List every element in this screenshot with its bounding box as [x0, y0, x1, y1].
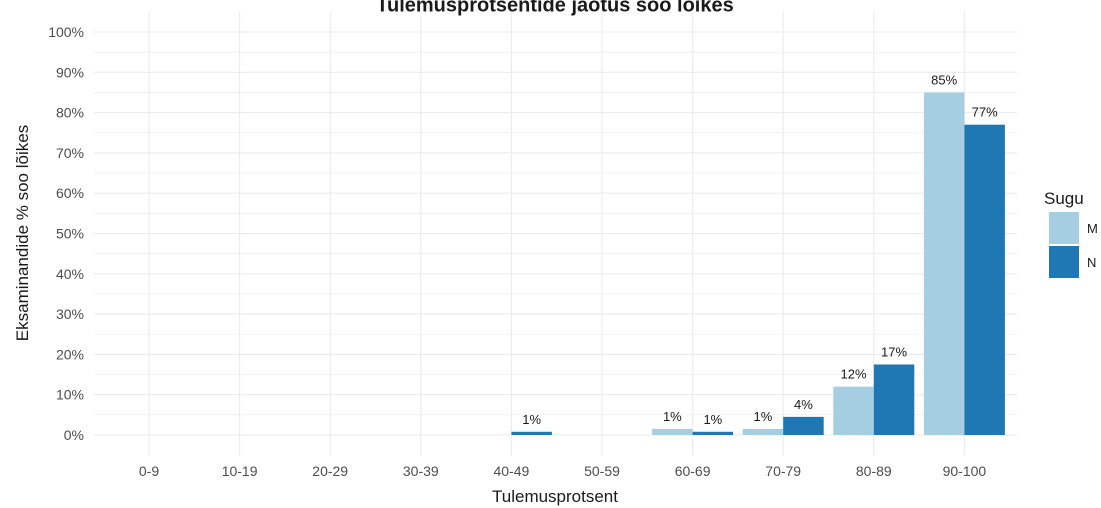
y-tick-label: 90%	[56, 64, 84, 80]
grid	[94, 12, 1017, 456]
x-tick-label: 40-49	[493, 463, 529, 479]
legend-items: MN	[1049, 212, 1098, 278]
y-tick-label: 40%	[56, 266, 84, 282]
x-tick-label: 30-39	[403, 463, 439, 479]
bars	[511, 92, 1005, 435]
legend-label-N: N	[1087, 255, 1096, 270]
y-tick-label: 20%	[56, 346, 84, 362]
data-label: 4%	[794, 397, 813, 412]
data-label: 77%	[972, 105, 998, 120]
y-tick-label: 10%	[56, 387, 84, 403]
data-label: 17%	[881, 344, 907, 359]
bar-M-90-100	[923, 92, 965, 435]
x-axis-title: Tulemusprotsent	[492, 487, 618, 506]
legend-key-N	[1049, 246, 1079, 278]
data-labels: 1% 1% 12% 85% 1% 1% 4% 17% 77%	[522, 72, 998, 426]
y-axis-title: Eksaminandide % soo lõikes	[13, 125, 32, 341]
legend: Sugu MN	[1044, 189, 1098, 278]
y-tick-label: 80%	[56, 105, 84, 121]
data-label: 12%	[841, 367, 867, 382]
y-tick-label: 60%	[56, 185, 84, 201]
legend-key-M	[1049, 212, 1079, 244]
bar-M-70-79	[742, 428, 784, 435]
bar-N-90-100	[964, 124, 1005, 435]
bar-M-80-89	[833, 386, 874, 435]
data-label: 1%	[703, 412, 722, 427]
data-label: 85%	[931, 72, 957, 87]
data-label: 1%	[754, 409, 773, 424]
x-tick-label: 20-29	[312, 463, 348, 479]
chart-title: Tulemusprotsentide jaotus soo lõikes	[376, 0, 733, 17]
y-tick-label: 50%	[56, 226, 84, 242]
x-tick-label: 10-19	[222, 463, 258, 479]
legend-label-M: M	[1087, 221, 1098, 236]
y-tick-label: 70%	[56, 145, 84, 161]
bar-N-60-69	[692, 431, 734, 435]
y-tick-label: 0%	[64, 427, 84, 443]
y-tick-label: 100%	[48, 24, 84, 40]
x-tick-label: 50-59	[584, 463, 620, 479]
y-tick-label: 30%	[56, 306, 84, 322]
bar-N-70-79	[783, 416, 824, 435]
data-label: 1%	[663, 409, 682, 424]
x-tick-label: 60-69	[675, 463, 711, 479]
x-ticks: 0-9 10-19 20-29 30-39 40-49 50-59 60-69 70-79 80…	[139, 463, 987, 479]
bar-N-80-89	[873, 364, 915, 435]
bar-N-40-49	[511, 431, 552, 435]
x-tick-label: 90-100	[943, 463, 987, 479]
bar-M-60-69	[652, 428, 693, 435]
x-tick-label: 70-79	[765, 463, 801, 479]
data-label: 1%	[522, 412, 541, 427]
y-ticks: 0% 10% 20% 30% 40% 50% 60% 70% 80% 90% 100%	[48, 24, 84, 443]
x-tick-label: 0-9	[139, 463, 159, 479]
x-tick-label: 80-89	[856, 463, 892, 479]
legend-title: Sugu	[1044, 189, 1084, 208]
